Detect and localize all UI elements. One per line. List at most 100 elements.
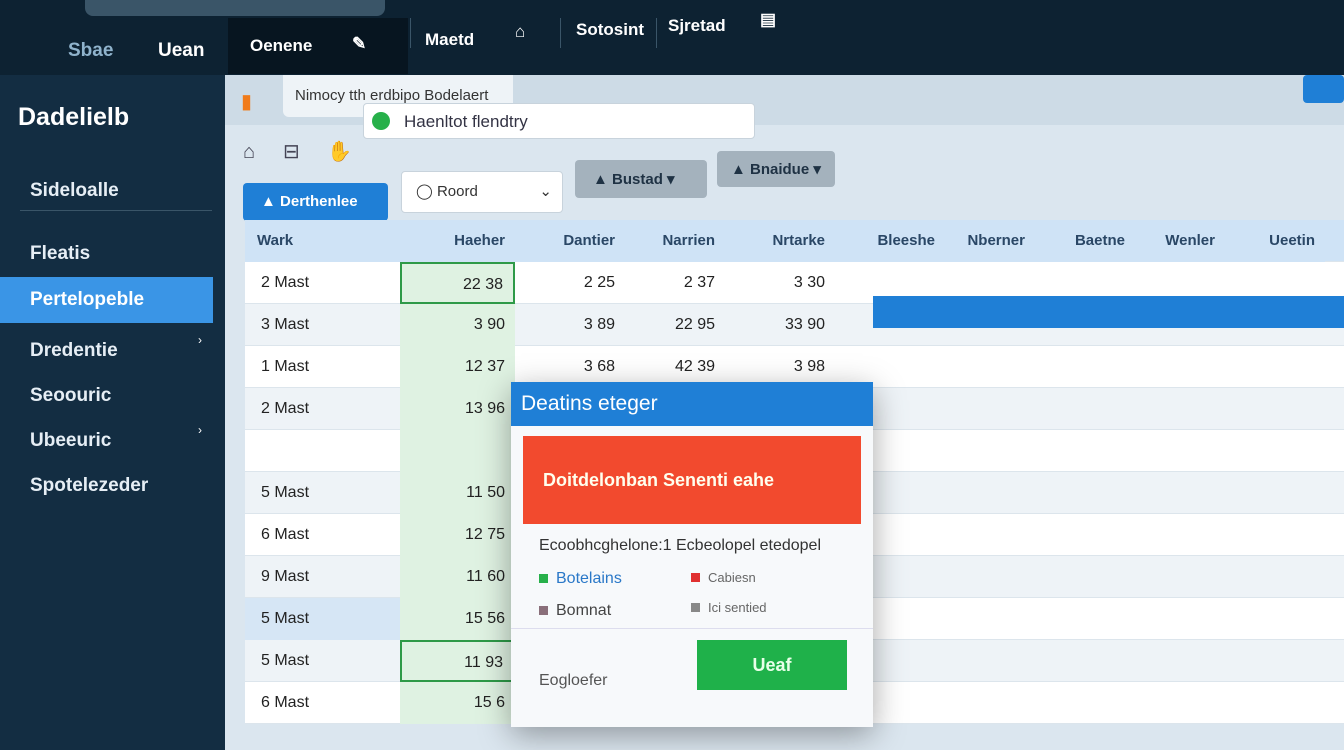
sidebar-item-1[interactable]: Fleatis [30,243,91,264]
column-header[interactable]: Nrtarke [725,220,835,262]
tab-sbae[interactable]: Sbae [68,40,114,61]
dialog: Deatins eteger Doitdelonban Senenti eahe… [511,382,873,727]
header-row: Wark Haeher Dantier Narrien Nrtarke Bleeshe Nb… [245,220,1344,262]
sidebar-item-3[interactable]: Dredentie [30,340,118,361]
minus-box-icon[interactable]: ⊟ [283,141,300,163]
column-header[interactable]: Bleeshe [835,220,945,262]
column-header[interactable]: Baetne [1035,220,1135,262]
table-cell[interactable]: 12 37 [400,346,515,388]
pin-icon[interactable]: ✋ [327,141,352,163]
table-row: 6 Mast 12 75 [245,514,1344,556]
nav-maetd[interactable]: Maetd [425,30,475,49]
chevron-icon[interactable]: › [198,333,202,347]
table-cell[interactable]: 2 Mast [261,274,310,291]
table-cell[interactable]: 6 Mast [261,526,310,543]
table-cell[interactable]: 5 Mast [261,652,310,669]
brand-title: Dadelielb [18,103,130,131]
option-0[interactable]: Botelains [539,570,622,588]
calendar-icon[interactable]: ▤ [760,10,777,29]
nav-sotosint[interactable]: Sotosint [576,20,644,39]
select-dropdown[interactable]: ◯ Roord ⌄ [401,171,563,213]
select-value: Roord [436,183,478,200]
address-text: Haenltot flendtry [404,112,528,131]
sidebar-item-0[interactable]: Sideloalle [30,180,119,201]
option-1[interactable]: Bomnat [539,602,611,620]
table-cell[interactable]: 3 98 [793,358,825,375]
primary-label: Derthenlee [280,193,358,210]
table-cell[interactable]: 22 38 [400,262,515,304]
column-header[interactable]: Narrien [625,220,725,262]
address-field[interactable]: Haenltot flendtry [363,103,755,139]
table-cell[interactable]: 15 6 [400,682,515,724]
column-header[interactable]: Nberner [945,220,1035,262]
dialog-description: Ecoobhcghelone:1 Ecbeolopel etedopel [539,537,822,554]
column-header[interactable]: Wark [245,220,400,262]
dropdown-button-3[interactable]: ▲ Bnaidue ▾ [717,151,835,187]
browser-address-pill[interactable] [85,0,385,16]
column-header[interactable]: Haeher [400,220,515,262]
table-cell[interactable]: 42 39 [674,358,715,375]
table-cell[interactable]: 12 75 [400,514,515,556]
share-button[interactable] [1303,75,1344,103]
option-3[interactable]: Ici sentied [691,600,767,615]
table-cell[interactable]: 3 89 [583,316,615,333]
sidebar-item-5[interactable]: Ubeeuric [30,430,112,451]
table-cell[interactable] [400,430,515,472]
table-cell[interactable]: 11 60 [400,556,515,598]
table-cell[interactable]: 3 30 [793,274,825,291]
sidebar-item-4[interactable]: Seoouric [30,385,112,406]
top-bar: Sbae Uean Oenene ✎ Maetd ⌂ Sotosint Sjre… [0,0,1344,80]
table-cell[interactable]: 9 Mast [261,568,310,585]
column-header[interactable]: Wenler [1135,220,1225,262]
secure-icon [372,112,390,130]
table-cell[interactable]: 11 50 [400,472,515,514]
table-cell[interactable]: 13 96 [400,388,515,430]
table-cell[interactable]: 1 Mast [261,358,310,375]
table-row: 2 Mast 22 38 2 25 2 37 3 30 [245,262,1344,304]
table-row: 5 Mast 15 56 [245,598,1344,640]
option-label: Bomnat [556,602,612,619]
table-cell[interactable]: 3 90 [400,304,515,346]
confirm-button[interactable]: Ueaf [697,640,847,690]
option-label: Cabiesn [708,570,756,585]
table-cell[interactable]: 6 Mast [261,694,310,711]
column-header[interactable]: Ueetin [1225,220,1325,262]
table-cell[interactable]: 5 Mast [245,598,400,640]
primary-button[interactable]: ▲ Derthenlee [243,183,388,221]
option-2[interactable]: Cabiesn [691,570,756,585]
nav-active-block [228,18,408,74]
option-label: Ici sentied [708,600,767,615]
sidebar: Dadelielb Sideloalle Fleatis Pertelopebl… [0,75,225,750]
home-icon: ▲ [261,193,281,210]
table-cell[interactable]: 2 25 [583,274,615,291]
alert-banner: Doitdelonban Senenti eahe [523,436,861,524]
footer-label: Eogloefer [539,672,608,689]
table-cell[interactable]: 2 Mast [261,400,310,417]
sidebar-item-2[interactable]: Pertelopeble [0,277,213,323]
sidebar-item-6[interactable]: Spotelezeder [30,475,149,496]
table-cell[interactable]: 22 95 [674,316,715,333]
building-icon[interactable]: ⌂ [515,22,526,41]
dialog-title: Deatins eteger [511,382,873,426]
nav-oenene[interactable]: Oenene [250,36,313,55]
button2-label: Bustad [612,171,663,188]
table-cell[interactable]: 3 68 [583,358,615,375]
chevron-down-icon: ⌄ [539,183,552,200]
chevron-icon[interactable]: › [198,423,202,437]
table-cell[interactable]: 11 93 [400,640,515,682]
column-header[interactable]: Dantier [515,220,625,262]
table-cell[interactable]: 5 Mast [261,484,310,501]
selection-bar [873,296,1344,328]
button3-label: Bnaidue [750,161,810,178]
home-icon[interactable]: ⌂ [243,141,256,163]
table-cell[interactable]: 2 37 [683,274,715,291]
dropdown-button-2[interactable]: ▲ Bustad ▾ [575,160,707,198]
table-cell[interactable]: 3 Mast [261,316,310,333]
edit-icon[interactable]: ✎ [352,34,367,53]
app-icon: ▮ [241,91,253,113]
nav-sjretad[interactable]: Sjretad [668,16,726,35]
table-cell[interactable] [245,430,400,472]
table-cell[interactable]: 33 90 [784,316,825,333]
tab-uean[interactable]: Uean [158,40,224,80]
table-cell[interactable]: 15 56 [400,598,515,640]
